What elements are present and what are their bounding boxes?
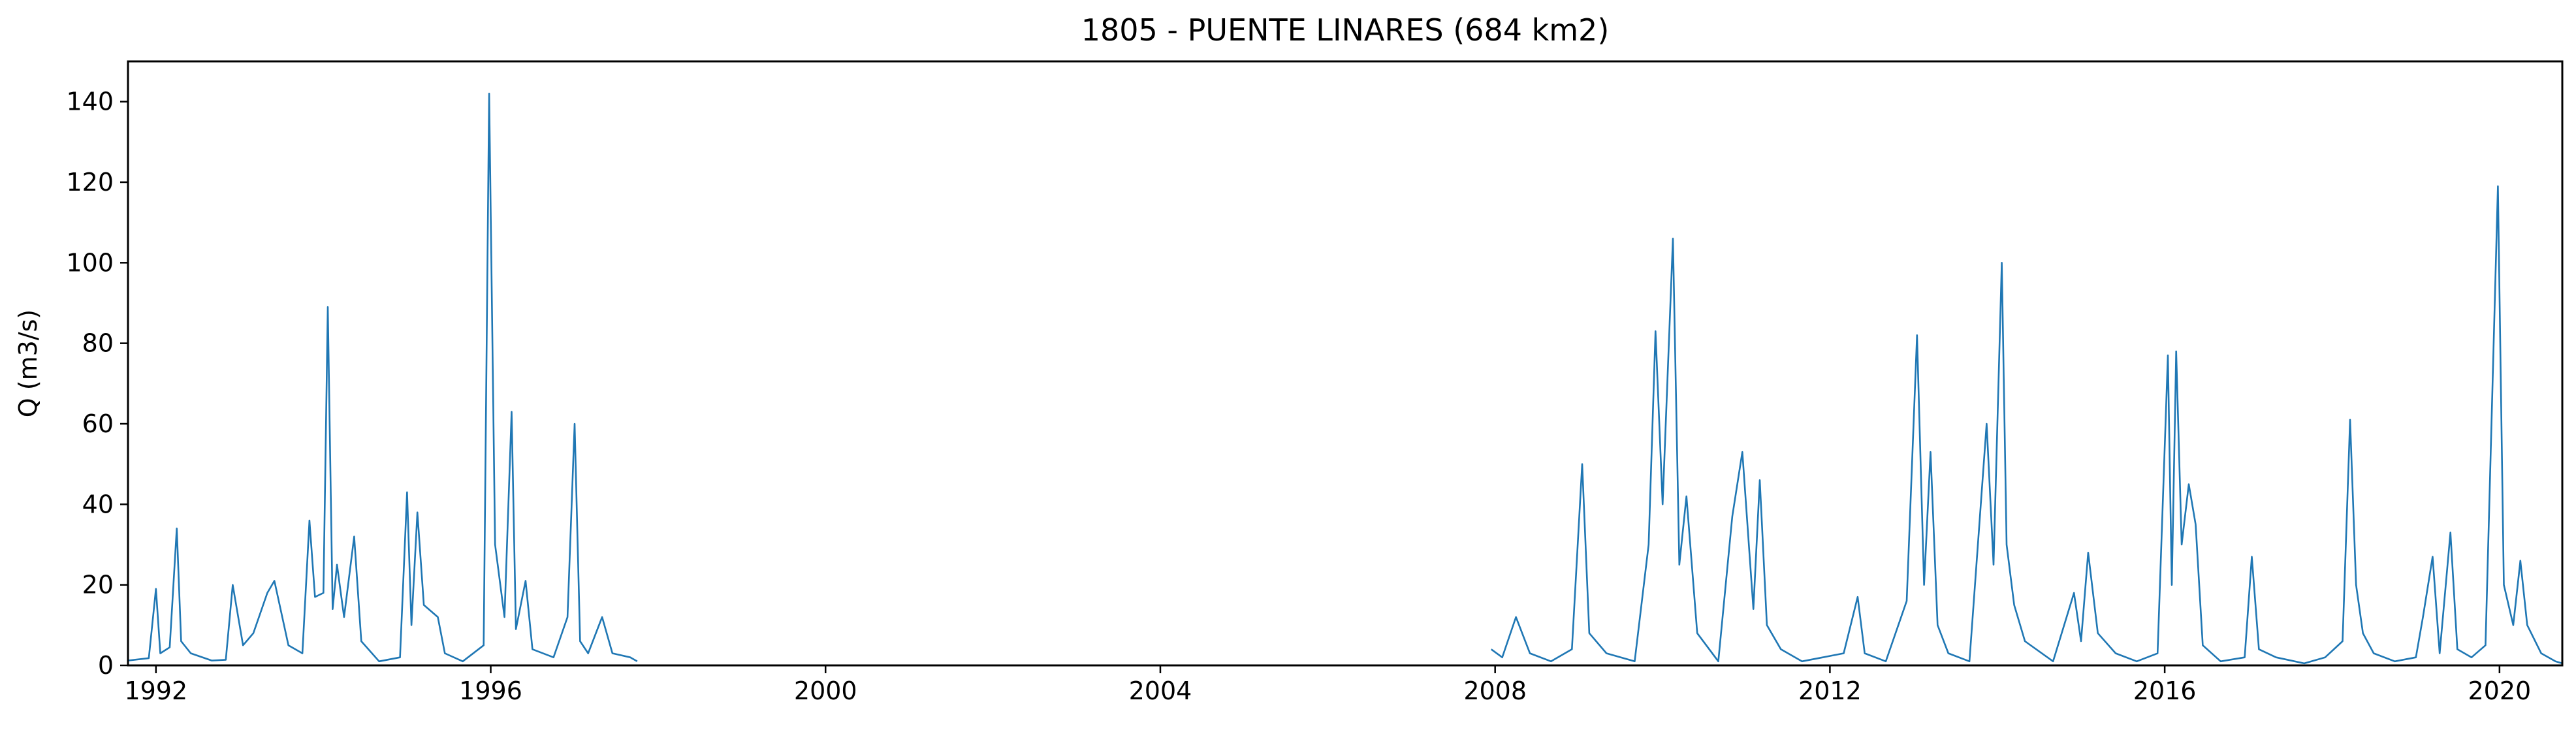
series-line-segment-1	[128, 93, 638, 663]
chart-title: 1805 - PUENTE LINARES (684 km2)	[1081, 12, 1610, 48]
series-line-segment-2	[1490, 185, 2562, 665]
y-tick-label: 0	[98, 651, 114, 680]
y-tick-label: 60	[82, 409, 114, 438]
y-tick-label: 140	[66, 88, 114, 116]
x-tick-label: 2000	[794, 676, 857, 705]
y-tick-label: 100	[66, 248, 114, 277]
y-tick-label: 20	[82, 571, 114, 599]
plot-area	[128, 93, 2562, 665]
x-tick-label: 2012	[1798, 676, 1862, 705]
x-tick-label: 2008	[1463, 676, 1527, 705]
x-tick-label: 2004	[1129, 676, 1192, 705]
x-tick-label: 2020	[2468, 676, 2531, 705]
y-tick-label: 40	[82, 490, 114, 518]
x-tick-label: 1992	[124, 676, 187, 705]
x-tick-label: 2016	[2133, 676, 2197, 705]
plot-frame	[127, 60, 2564, 667]
x-axis: 1992 1996 2000 2004 2008 2012 2016 2020	[124, 665, 2531, 705]
y-axis: 0 20 40 60 80 100 120 140	[66, 88, 128, 680]
y-tick-label: 120	[66, 168, 114, 197]
x-tick-label: 1996	[459, 676, 522, 705]
y-tick-label: 80	[82, 329, 114, 358]
y-axis-label: Q (m3/s)	[14, 310, 42, 417]
